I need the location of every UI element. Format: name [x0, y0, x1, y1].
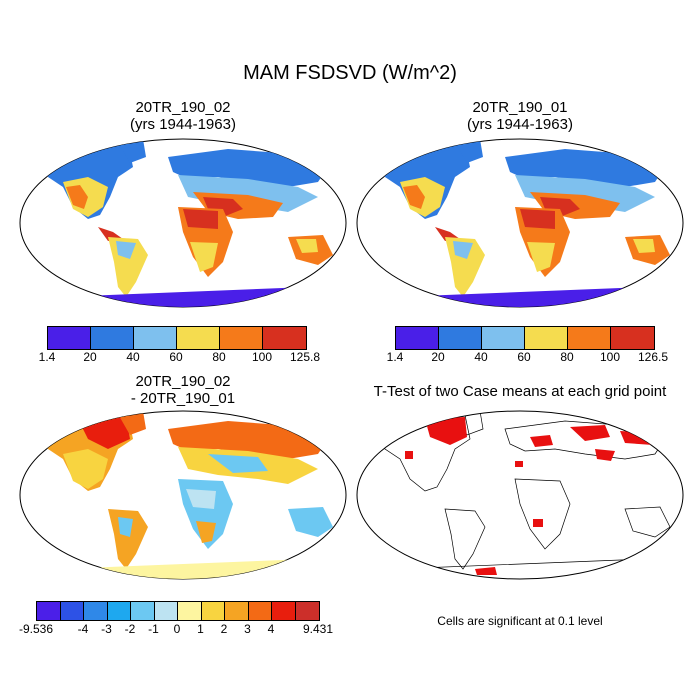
colorbar-swatch [220, 327, 263, 349]
figure-title: MAM FSDSVD (W/m^2) [243, 62, 457, 84]
map-panel-case01 [356, 138, 684, 308]
colorbar-swatch [107, 602, 131, 620]
colorbar-swatch [482, 327, 525, 349]
colorbar-tick-label: -2 [124, 622, 136, 636]
colorbar-swatch [154, 602, 178, 620]
colorbar-tick-label: 60 [169, 350, 183, 364]
colorbar-swatch [201, 602, 225, 620]
panel1-title-line1: 20TR_190_02 [135, 99, 231, 116]
colorbar-case01 [395, 326, 655, 350]
colorbar-swatch [272, 602, 296, 620]
colorbar-tick-label: 0 [173, 622, 181, 636]
colorbar-swatch [91, 327, 134, 349]
colorbar-tick-label: -1 [148, 622, 159, 636]
panel3-title-line1: 20TR_190_02 [135, 373, 231, 390]
panel4-title-line1: T-Test of two Case means at each grid po… [373, 383, 667, 400]
panel3-title-line2: - 20TR_190_01 [130, 390, 236, 407]
colorbar-tick-label: 60 [517, 350, 531, 364]
colorbar-swatch [84, 602, 108, 620]
colorbar-swatch [295, 602, 319, 620]
panel1-title-line2: (yrs 1944-1963) [130, 116, 236, 133]
colorbar-tick-label: 9.431 [302, 622, 334, 636]
panel1-title: 20TR_190_02 (yrs 1944-1963) [18, 99, 348, 133]
colorbar-tick-label: 80 [212, 350, 226, 364]
colorbar-tick-label: 1 [197, 622, 204, 636]
colorbar-tick-label: 80 [560, 350, 574, 364]
colorbar-case02 [47, 326, 307, 350]
colorbar-tick-label: 125.8 [289, 350, 321, 364]
colorbar-tick-label: 20 [431, 350, 445, 364]
colorbar-swatch [611, 327, 654, 349]
colorbar-swatch [60, 602, 84, 620]
map-panel-case02 [19, 138, 347, 308]
map-panel-difference [19, 410, 347, 580]
colorbar-swatch [134, 327, 177, 349]
colorbar-swatch [525, 327, 568, 349]
colorbar-swatch [396, 327, 439, 349]
colorbar-tick-label: 100 [599, 350, 621, 364]
panel2-title-line1: 20TR_190_01 [472, 99, 568, 116]
colorbar-swatch [263, 327, 306, 349]
colorbar-swatch [225, 602, 249, 620]
colorbar-tick-label: 4 [267, 622, 275, 636]
colorbar-tick-label: 20 [83, 350, 97, 364]
colorbar-swatch [248, 602, 272, 620]
panel3-title: 20TR_190_02 - 20TR_190_01 [18, 373, 348, 407]
colorbar-swatch [131, 602, 155, 620]
colorbar-swatch [178, 602, 202, 620]
panel2-title-line2: (yrs 1944-1963) [467, 116, 573, 133]
colorbar-difference [36, 601, 320, 621]
colorbar-tick-label: 40 [126, 350, 140, 364]
colorbar-tick-label: 3 [244, 622, 251, 636]
colorbar-tick-label: 1.4 [38, 350, 56, 364]
colorbar-tick-label: 100 [251, 350, 273, 364]
panel4-title: T-Test of two Case means at each grid po… [355, 383, 685, 400]
colorbar-tick-label: -3 [101, 622, 112, 636]
colorbar-tick-label: 1.4 [386, 350, 404, 364]
colorbar-tick-label: -9.536 [18, 622, 54, 636]
colorbar-swatch [568, 327, 611, 349]
colorbar-tick-label: 126.5 [637, 350, 669, 364]
colorbar-swatch [177, 327, 220, 349]
panel2-title: 20TR_190_01 (yrs 1944-1963) [355, 99, 685, 133]
colorbar-tick-label: -4 [77, 622, 89, 636]
map-panel-ttest [356, 410, 684, 580]
ttest-significance-note: Cells are significant at 0.1 level [437, 614, 603, 628]
colorbar-swatch [48, 327, 91, 349]
colorbar-tick-label: 2 [220, 622, 228, 636]
colorbar-swatch [439, 327, 482, 349]
colorbar-tick-label: 40 [474, 350, 488, 364]
colorbar-swatch [37, 602, 61, 620]
